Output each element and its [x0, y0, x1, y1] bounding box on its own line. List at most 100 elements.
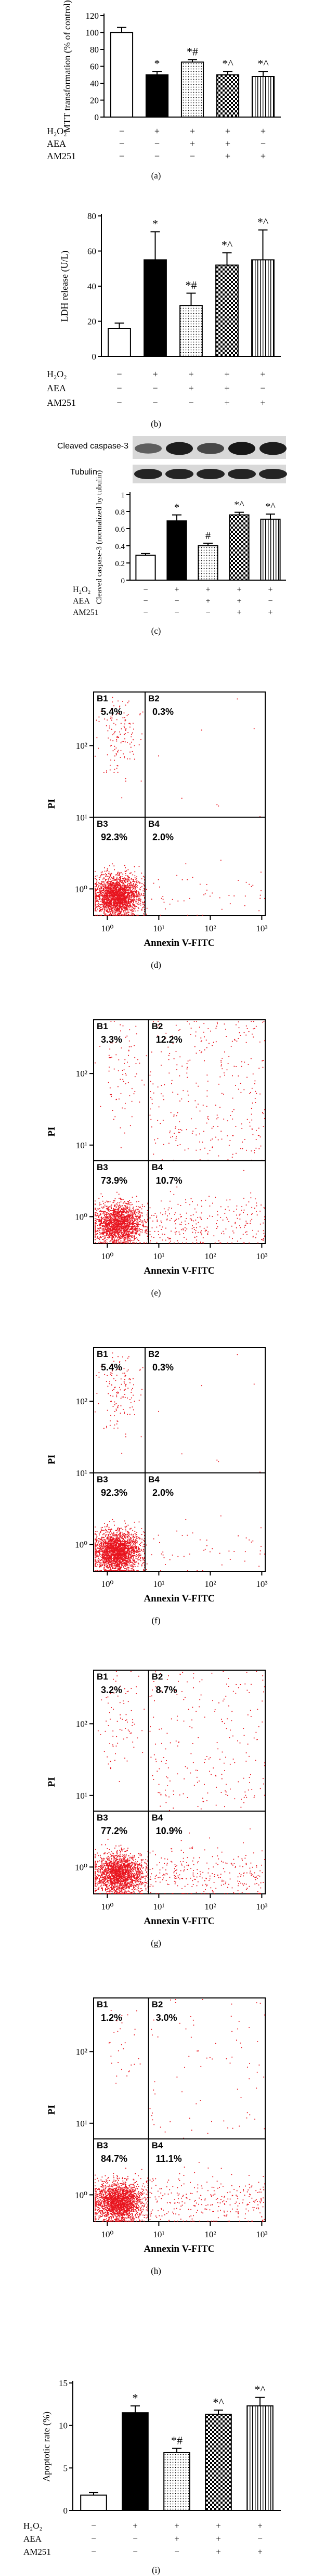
event-dot — [98, 1228, 99, 1229]
event-dot — [134, 884, 136, 886]
event-dot — [192, 1131, 193, 1132]
event-dot — [134, 904, 135, 906]
event-dot — [238, 1038, 239, 1039]
event-dot — [118, 913, 120, 914]
event-dot — [122, 1212, 124, 1213]
event-dot — [137, 1209, 139, 1210]
event-dot — [101, 1219, 102, 1220]
event-dot — [111, 720, 112, 721]
event-dot — [126, 881, 128, 882]
event-dot — [111, 888, 112, 890]
event-dot — [115, 901, 116, 902]
event-dot — [110, 891, 111, 893]
event-dot — [108, 1228, 109, 1229]
event-dot — [264, 1109, 265, 1110]
event-dot — [118, 1235, 119, 1236]
event-dot — [103, 907, 105, 908]
event-dot — [118, 912, 120, 914]
event-dot — [109, 899, 110, 900]
event-dot — [113, 902, 114, 903]
event-dot — [122, 1234, 124, 1235]
event-dot — [136, 1073, 137, 1074]
event-dot — [198, 1104, 199, 1105]
event-dot — [123, 725, 125, 727]
event-dot — [123, 899, 125, 901]
event-dot — [134, 1238, 135, 1239]
event-dot — [122, 1205, 123, 1207]
event-dot — [177, 900, 179, 902]
event-dot — [99, 894, 101, 895]
event-dot — [120, 913, 121, 914]
event-dot — [125, 1223, 126, 1224]
treatment-sign: − — [268, 597, 272, 606]
event-dot — [98, 716, 100, 717]
event-dot — [126, 892, 127, 894]
event-dot — [259, 894, 261, 896]
event-dot — [169, 1053, 171, 1054]
event-dot — [144, 896, 145, 898]
event-dot — [125, 728, 127, 729]
event-dot — [134, 1219, 135, 1221]
event-dot — [116, 1216, 118, 1217]
event-dot — [100, 893, 101, 894]
panel-label: (c) — [151, 626, 161, 636]
event-dot — [137, 1059, 138, 1060]
event-dot — [113, 1225, 114, 1226]
event-dot — [106, 1233, 107, 1234]
event-dot — [118, 1222, 119, 1223]
event-dot — [104, 903, 105, 904]
event-dot — [131, 882, 132, 884]
event-dot — [134, 871, 136, 873]
event-dot — [107, 904, 109, 906]
event-dot — [243, 1089, 245, 1091]
event-dot — [134, 908, 135, 909]
event-dot — [115, 1228, 116, 1230]
event-dot — [114, 880, 115, 881]
event-dot — [118, 911, 119, 912]
event-dot — [117, 914, 118, 915]
event-dot — [106, 904, 107, 906]
event-dot — [118, 1239, 119, 1240]
event-dot — [104, 1240, 106, 1242]
event-dot — [172, 1043, 174, 1044]
event-dot — [114, 901, 116, 903]
event-dot — [116, 887, 117, 889]
event-dot — [123, 895, 124, 897]
event-dot — [105, 901, 106, 903]
event-dot — [136, 1228, 137, 1229]
event-dot — [117, 873, 119, 875]
event-dot — [135, 1063, 137, 1064]
event-dot — [128, 1217, 130, 1219]
event-dot — [109, 884, 110, 886]
event-dot — [105, 1235, 106, 1237]
event-dot — [101, 895, 102, 896]
event-dot — [106, 1216, 107, 1217]
event-dot — [119, 877, 120, 878]
event-dot — [150, 1097, 151, 1098]
event-dot — [131, 1212, 132, 1213]
event-dot — [105, 879, 106, 880]
blot-label-cleaved-caspase-3: Cleaved caspase-3 — [57, 442, 128, 451]
event-dot — [100, 908, 101, 910]
event-dot — [125, 885, 127, 886]
event-dot — [139, 1235, 140, 1236]
bar — [145, 74, 169, 118]
event-dot — [127, 880, 128, 881]
event-dot — [122, 894, 123, 896]
event-dot — [187, 1091, 189, 1092]
event-dot — [127, 1239, 128, 1240]
event-dot — [104, 896, 106, 897]
event-dot — [106, 875, 107, 876]
event-dot — [118, 910, 119, 912]
event-dot — [114, 760, 115, 761]
event-dot — [106, 1214, 107, 1215]
event-dot — [113, 1209, 114, 1210]
treatment-sign: − — [91, 2547, 96, 2557]
event-dot — [99, 1223, 101, 1224]
event-dot — [99, 1234, 101, 1235]
event-dot — [110, 903, 111, 904]
event-dot — [98, 1216, 99, 1217]
event-dot — [125, 1217, 126, 1219]
event-dot — [124, 900, 125, 901]
